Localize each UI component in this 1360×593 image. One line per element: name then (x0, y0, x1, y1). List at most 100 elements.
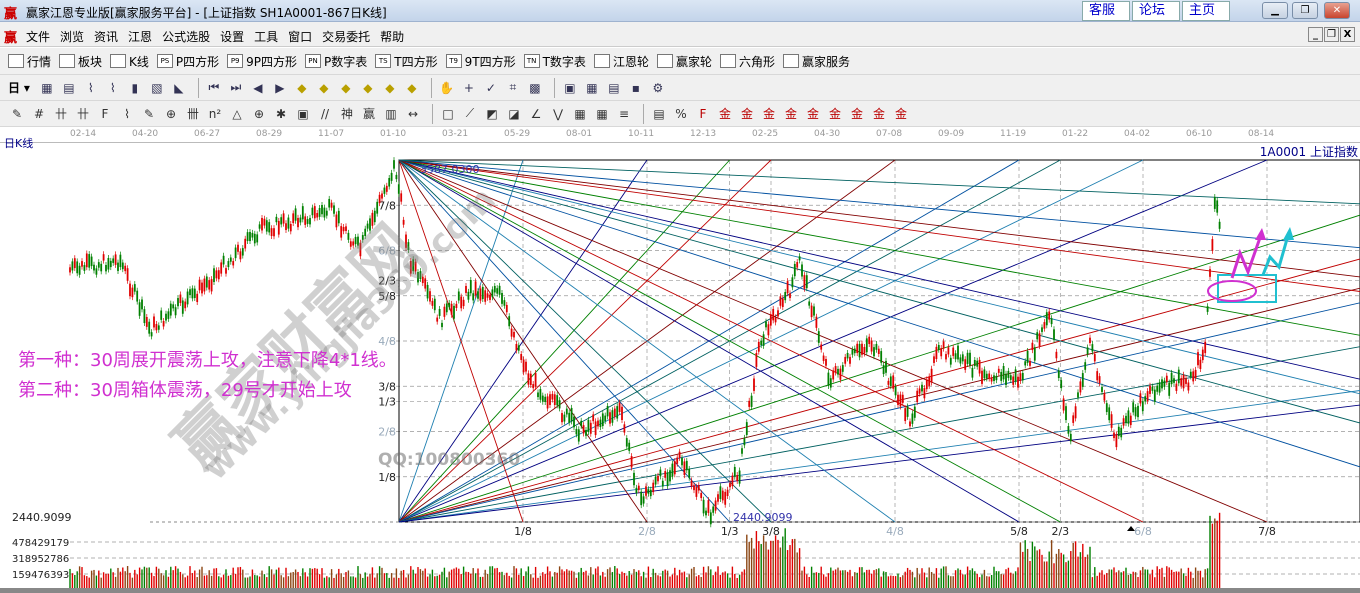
bars-icon[interactable]: 卌 (186, 107, 199, 121)
menu-item-5[interactable]: 设置 (220, 30, 245, 44)
color-fill-icon[interactable]: ◣ (174, 80, 184, 95)
arrow-left-icon[interactable]: ◆ (297, 80, 307, 95)
calculator-icon[interactable]: ▦ (586, 80, 598, 95)
toolbar-button-3[interactable]: PS P四方形 (156, 53, 219, 70)
customer-service-link[interactable]: 客服 (1082, 1, 1130, 21)
homepage-link[interactable]: 主页 (1182, 1, 1230, 21)
menu-item-7[interactable]: 窗口 (288, 30, 313, 44)
square-web-icon[interactable]: ▣ (297, 106, 309, 121)
gann-box-icon[interactable]: ▧ (151, 80, 163, 95)
menu-item-3[interactable]: 江恩 (128, 30, 153, 44)
toolbar-button-0[interactable]: 行情 (8, 53, 51, 70)
kline-chart[interactable]: 7/8 6/8 2/3 5/8 4/8 3/8 1/3 2/8 1/8 1/8 2/8 1/3 3/8 4… (0, 143, 1360, 588)
toolbar-button-6[interactable]: TS T四方形 (375, 53, 438, 70)
left-icon[interactable]: ◀ (253, 80, 263, 95)
hand-icon[interactable]: ✋ (439, 80, 455, 95)
last-icon[interactable]: ⏭ (230, 80, 242, 94)
gold-b-icon[interactable]: 金 (740, 107, 753, 121)
bar-select-icon[interactable]: ▮ (131, 80, 139, 95)
calendar-icon[interactable]: ▣ (564, 80, 576, 95)
wave3-icon[interactable]: ⌇ (87, 80, 94, 95)
shrink-h-icon[interactable]: ◆ (363, 80, 373, 95)
zigzag-icon[interactable]: ⋁ (553, 106, 563, 121)
triangle-icon[interactable]: △ (232, 106, 242, 121)
percent-icon[interactable]: % (675, 106, 687, 121)
grid2-icon[interactable]: ▦ (596, 106, 608, 121)
menu-item-9[interactable]: 帮助 (380, 30, 405, 44)
mdi-restore-button[interactable]: ❐ (1324, 27, 1339, 42)
toolbar-button-2[interactable]: K线 (110, 53, 149, 70)
menu-item-2[interactable]: 资讯 (94, 30, 119, 44)
web-icon[interactable]: ✱ (275, 106, 287, 121)
parallel-icon[interactable]: ≡ (618, 106, 630, 121)
expand-v-icon[interactable]: ◆ (407, 80, 417, 95)
mdi-minimize-button[interactable]: _ (1308, 27, 1323, 42)
menu-item-0[interactable]: 文件 (26, 30, 51, 44)
menu-item-1[interactable]: 浏览 (60, 30, 85, 44)
fan-box2-icon[interactable]: ◪ (508, 106, 520, 121)
right-icon[interactable]: ▶ (275, 80, 285, 95)
menu-item-6[interactable]: 工具 (254, 30, 279, 44)
spiral-icon[interactable]: ⌇ (124, 106, 130, 121)
pen2-icon[interactable]: ✎ (143, 106, 155, 121)
arrow-lr-icon[interactable]: ◆ (341, 80, 351, 95)
toolbar-button-8[interactable]: TN T数字表 (523, 53, 586, 70)
gold-c-icon[interactable]: 金 (762, 107, 775, 121)
hash-icon[interactable]: # (33, 106, 45, 121)
toolbar-button-1[interactable]: 板块 (59, 53, 102, 70)
network-icon[interactable]: ⚙ (652, 80, 664, 95)
gold-d-icon[interactable]: 金 (784, 107, 797, 121)
gold2-icon[interactable]: 卄 (76, 107, 89, 121)
gold-a-icon[interactable]: 金 (718, 107, 731, 121)
shen-icon[interactable]: 神 (340, 107, 353, 121)
target-icon[interactable]: ⊕ (253, 106, 265, 121)
wave9-icon[interactable]: ⌇ (109, 80, 116, 95)
save-icon[interactable]: ▪ (631, 80, 640, 95)
gold1-icon[interactable]: 卄 (54, 107, 67, 121)
chart-type-icon[interactable]: ▦ (41, 80, 53, 95)
lines-icon[interactable]: // (320, 106, 330, 121)
toolbar-button-7[interactable]: T9 9T四方形 (445, 53, 516, 70)
menu-item-4[interactable]: 公式选股 (162, 30, 211, 44)
arrow-right-icon[interactable]: ◆ (319, 80, 329, 95)
gold-i-icon[interactable]: 金 (894, 107, 907, 121)
notes-icon[interactable]: ▤ (63, 80, 75, 95)
toolbar-button-5[interactable]: PN P数字表 (305, 53, 367, 70)
pen-icon[interactable]: ✎ (11, 106, 23, 121)
date-scroller[interactable]: 02-14 04-20 06-27 08-29 11-07 01-10 03-21 05-29… (0, 127, 1360, 143)
ying-icon[interactable]: 赢 (362, 107, 375, 121)
stats-icon[interactable]: ▤ (653, 106, 665, 121)
fib-icon[interactable]: F (699, 106, 707, 121)
measure-icon[interactable]: ↔ (407, 106, 419, 121)
minimize-button[interactable]: ▁ (1262, 2, 1288, 19)
fan-icon[interactable]: ⟋ (465, 106, 475, 120)
angle-icon[interactable]: ∠ (530, 106, 542, 121)
toolbar-button-9[interactable]: 江恩轮 (593, 53, 649, 70)
menu-item-8[interactable]: 交易委托 (322, 30, 371, 44)
forum-link[interactable]: 论坛 (1132, 1, 1180, 21)
calc-grid-icon[interactable]: ▩ (529, 80, 541, 95)
toolbar-button-11[interactable]: 六角形 (719, 53, 775, 70)
toolbar-button-10[interactable]: 赢家轮 (656, 53, 712, 70)
gold-f-icon[interactable]: 金 (828, 107, 841, 121)
grid-icon[interactable]: ▦ (574, 106, 586, 121)
draw-wave-icon[interactable]: ✓ (485, 80, 496, 95)
fan-box-icon[interactable]: ◩ (486, 106, 498, 121)
circle-grid-icon[interactable]: ⊕ (165, 106, 177, 121)
period-select[interactable]: 日 ▾ (8, 80, 30, 96)
first-icon[interactable]: ⏮ (208, 80, 220, 94)
toolbar-button-4[interactable]: P9 9P四方形 (227, 53, 297, 70)
n2-icon[interactable]: n² (208, 106, 222, 121)
shrink-v-icon[interactable]: ◆ (385, 80, 395, 95)
F-grid-icon[interactable]: F (101, 106, 109, 121)
gold-h-icon[interactable]: 金 (872, 107, 885, 121)
box-icon[interactable]: □ (442, 106, 454, 121)
crosshair-icon[interactable]: + (463, 80, 474, 95)
grid-ruler-icon[interactable]: ▥ (385, 106, 397, 121)
toolbar-button-12[interactable]: 赢家服务 (782, 53, 850, 70)
mdi-close-button[interactable]: X (1340, 27, 1355, 42)
close-button[interactable]: ✕ (1324, 2, 1350, 19)
gold-e-icon[interactable]: 金 (806, 107, 819, 121)
section-icon[interactable]: ⌗ (509, 80, 517, 94)
restore-button[interactable]: ❐ (1292, 2, 1318, 19)
